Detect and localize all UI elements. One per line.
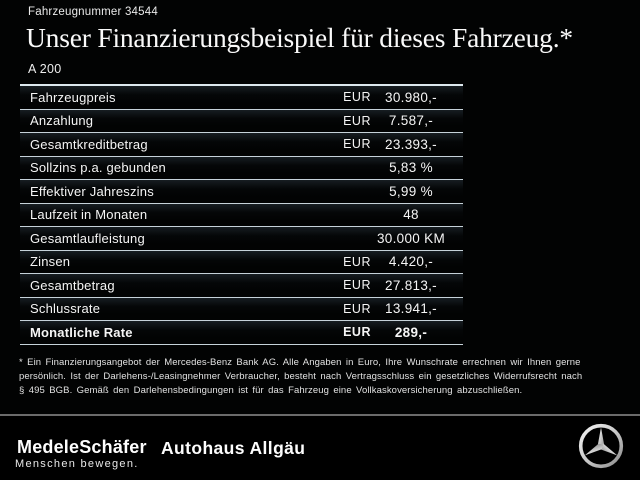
dealer-logo-autohaus-allgaeu: Autohaus Allgäu <box>161 438 306 458</box>
financing-table-row: Gesamtkreditbetrag EUR 23.393,- <box>20 133 463 157</box>
row-value: 48 <box>403 207 419 223</box>
row-currency: EUR <box>343 254 371 269</box>
row-value: 5,99 % <box>389 183 433 199</box>
row-value: 27.813,- <box>385 277 437 293</box>
footnote-line: * Ein Finanzierungsangebot der Mercedes-… <box>19 357 581 368</box>
row-label: Zinsen <box>30 254 71 270</box>
footer: MedeleSchäfer Menschen bewegen. Autohaus… <box>0 416 640 480</box>
row-label: Gesamtbetrag <box>30 277 115 293</box>
financing-table: Fahrzeugpreis EUR 30.980,- Anzahlung EUR… <box>20 84 463 345</box>
row-value: 5,83 % <box>389 160 433 176</box>
row-label: Sollzins p.a. gebunden <box>30 160 166 176</box>
row-value: 30.980,- <box>385 89 437 105</box>
vehicle-number: Fahrzeugnummer 34544 <box>28 6 158 18</box>
vehicle-model: A 200 <box>28 62 62 76</box>
financing-table-row: Gesamtlaufleistung 30.000 KM <box>20 227 463 251</box>
row-currency: EUR <box>343 90 371 105</box>
financing-table-row: Fahrzeugpreis EUR 30.980,- <box>20 86 463 110</box>
dealer-tagline: Menschen bewegen. <box>15 458 139 470</box>
financing-table-row: Effektiver Jahreszins 5,99 % <box>20 180 463 204</box>
row-currency: EUR <box>343 278 371 293</box>
financing-table-row: Zinsen EUR 4.420,- <box>20 250 463 274</box>
row-label: Monatliche Rate <box>30 324 133 340</box>
dealer-logo-medele-schaefer: MedeleSchäfer <box>17 437 147 457</box>
row-currency: EUR <box>343 325 371 340</box>
row-currency: EUR <box>343 301 371 316</box>
row-value: 23.393,- <box>385 136 437 152</box>
row-label: Anzahlung <box>30 113 94 129</box>
row-label: Schlussrate <box>30 301 101 317</box>
financing-table-row: Gesamtbetrag EUR 27.813,- <box>20 274 463 298</box>
row-label: Effektiver Jahreszins <box>30 183 154 199</box>
financing-table-row: Monatliche Rate EUR 289,- <box>20 321 463 345</box>
row-label: Fahrzeugpreis <box>30 89 116 105</box>
footnote-line: persönlich. Ist der Darlehens-/Leasingne… <box>19 371 583 382</box>
row-label: Gesamtkreditbetrag <box>30 136 148 152</box>
page-title: Unser Finanzierungsbeispiel für dieses F… <box>26 22 573 53</box>
row-value: 13.941,- <box>385 301 437 317</box>
row-value: 4.420,- <box>388 254 434 270</box>
row-currency: EUR <box>343 113 371 128</box>
row-label: Laufzeit in Monaten <box>30 207 148 223</box>
row-value: 7.587,- <box>388 113 434 129</box>
footer-separator <box>0 414 640 416</box>
financing-table-row: Anzahlung EUR 7.587,- <box>20 109 463 133</box>
footnote-line: § 495 BGB. Gemäß den Darlehensbedingunge… <box>19 385 523 396</box>
financing-table-row: Sollzins p.a. gebunden 5,83 % <box>20 156 463 180</box>
financing-table-row: Laufzeit in Monaten 48 <box>20 203 463 227</box>
row-value: 30.000 KM <box>377 230 445 246</box>
row-label: Gesamtlaufleistung <box>30 230 145 246</box>
financing-table-row: Schlussrate EUR 13.941,- <box>20 297 463 321</box>
row-value: 289,- <box>394 324 428 340</box>
mercedes-benz-star-icon <box>578 423 624 469</box>
financing-footnote: * Ein Finanzierungsangebot der Mercedes-… <box>19 356 634 398</box>
row-currency: EUR <box>343 137 371 152</box>
